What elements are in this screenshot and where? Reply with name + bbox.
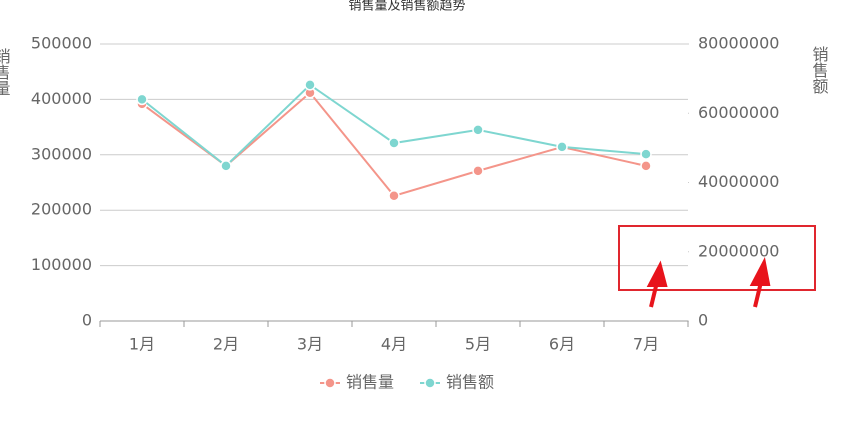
legend-label: 销售额 — [446, 373, 494, 392]
legend-label: 销售量 — [346, 373, 394, 392]
data-point — [304, 79, 316, 91]
data-point — [388, 137, 400, 149]
x-tick-label: 5月 — [465, 335, 491, 354]
x-tick-label: 7月 — [633, 335, 659, 354]
y2-tick-label: 40000000 — [698, 172, 779, 191]
data-point — [472, 124, 484, 136]
legend-item: 销售额 — [420, 373, 494, 392]
y-axis-label: 销售量 — [0, 48, 11, 96]
data-point — [220, 160, 232, 172]
data-point — [640, 148, 652, 160]
legend-marker — [424, 377, 436, 389]
x-tick-label: 4月 — [381, 335, 407, 354]
y2-tick-label: 60000000 — [698, 103, 779, 122]
y2-tick-label: 0 — [698, 311, 708, 330]
data-point — [136, 93, 148, 106]
x-tick-label: 6月 — [549, 335, 575, 354]
data-point — [640, 160, 652, 172]
chart-title: 销售量及销售额趋势 — [348, 0, 465, 14]
legend-item: 销售量 — [320, 373, 394, 392]
y2-axis-label: 销售额 — [810, 46, 829, 94]
x-tick-label: 2月 — [213, 335, 239, 354]
legend-marker — [324, 377, 336, 389]
plot: 0 100000 200000 300000 400000 500000 0 20000000… — [31, 34, 780, 354]
data-point — [388, 190, 400, 202]
y-tick-label: 0 — [82, 311, 92, 330]
x-tick-label: 1月 — [129, 335, 155, 354]
y-tick-label: 200000 — [31, 200, 92, 219]
y-tick-label: 100000 — [31, 255, 92, 274]
highlight-box — [618, 225, 816, 291]
y-tick-label: 400000 — [31, 89, 92, 108]
y-tick-label: 300000 — [31, 144, 92, 163]
arrow — [749, 256, 771, 308]
y2-tick-label: 80000000 — [698, 34, 779, 53]
x-tick-label: 3月 — [297, 335, 323, 354]
arrow — [646, 260, 668, 308]
data-point — [472, 165, 484, 177]
series-line — [141, 83, 647, 168]
data-point — [556, 141, 568, 153]
y-tick-label: 500000 — [31, 34, 92, 53]
y2-tick-label: 20000000 — [698, 241, 779, 260]
